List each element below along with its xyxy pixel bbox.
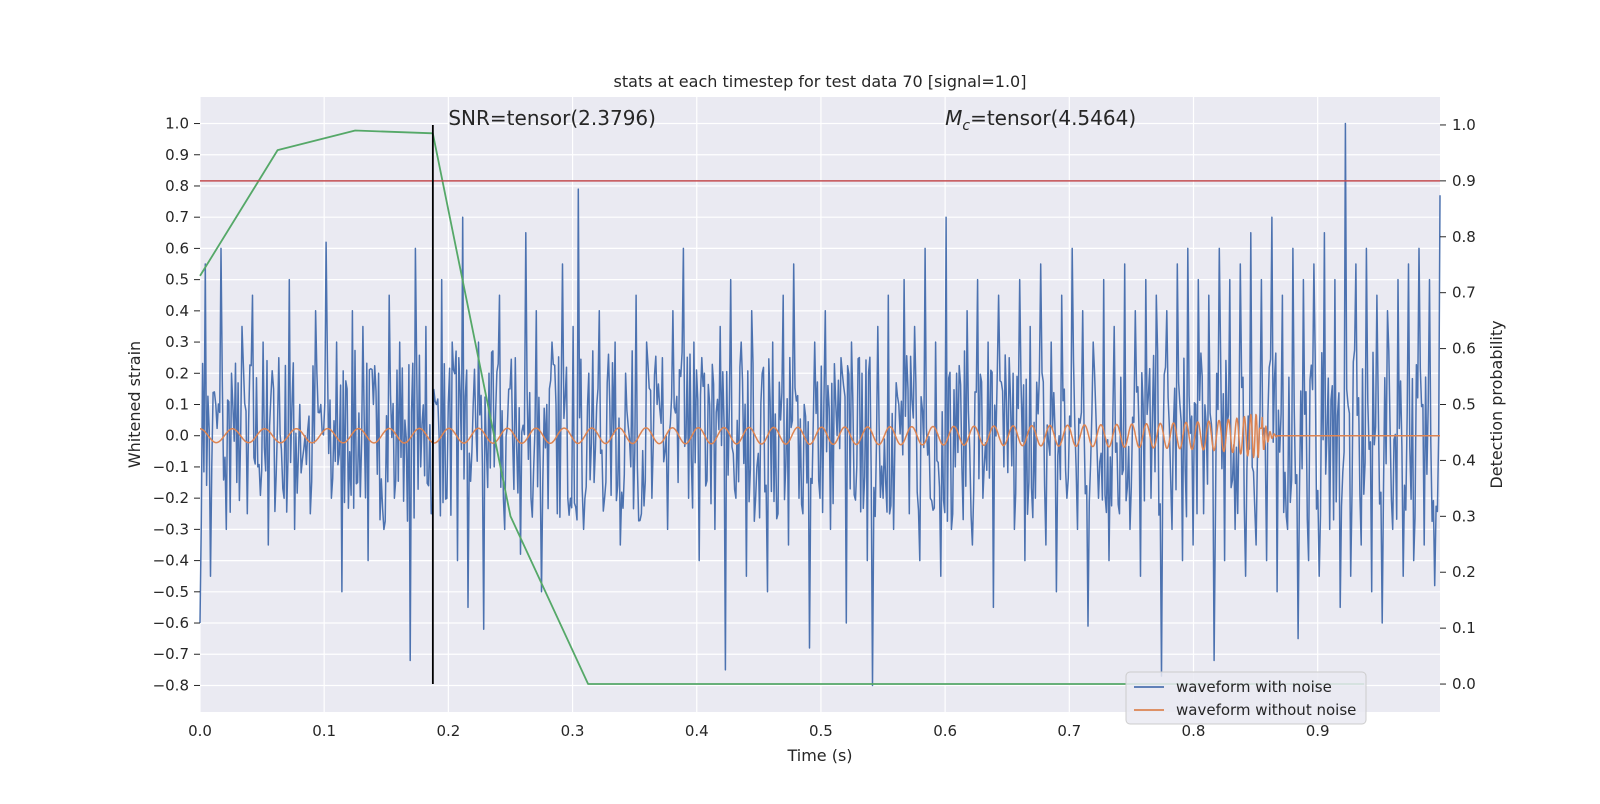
- series-waveform-without-noise: [199, 413, 1441, 459]
- y-right-tick-label: 0.1: [1452, 619, 1476, 637]
- y-left-tick-label: −0.1: [153, 458, 189, 476]
- y-right-tick-label: 0.3: [1452, 507, 1476, 525]
- x-tick-label: 0.2: [436, 722, 460, 740]
- y-right-tick-label: 0.8: [1452, 228, 1476, 246]
- x-tick-label: 0.3: [561, 722, 585, 740]
- y-left-tick-label: 0.4: [165, 302, 189, 320]
- x-tick-label: 0.0: [188, 722, 212, 740]
- y-left-tick-label: −0.3: [153, 520, 189, 538]
- chirp-mass-subscript: c: [962, 118, 970, 134]
- y-right-tick-label: 0.6: [1452, 340, 1476, 358]
- chirp-mass-symbol: M: [945, 106, 962, 130]
- y-right-tick-label: 1.0: [1452, 116, 1476, 134]
- x-tick-label: 0.8: [1182, 722, 1206, 740]
- y-left-tick-label: 0.8: [165, 177, 189, 195]
- y-axis-label-right: Detection probability: [1487, 320, 1506, 488]
- legend-entry-waveform-with-noise: waveform with noise: [1176, 678, 1332, 696]
- y-left-tick-label: 0.3: [165, 333, 189, 351]
- y-left-tick-label: −0.5: [153, 583, 189, 601]
- y-axis-label-left: Whitened strain: [125, 341, 144, 468]
- y-right-tick-label: 0.7: [1452, 284, 1476, 302]
- snr-annotation: SNR=tensor(2.3796): [448, 106, 656, 130]
- x-axis-label: Time (s): [786, 746, 852, 765]
- y-right-tick-label: 0.0: [1452, 675, 1476, 693]
- y-left-tick-label: 0.0: [165, 427, 189, 445]
- chart-title: stats at each timestep for test data 70 …: [614, 72, 1027, 91]
- y-left-tick-label: 0.9: [165, 146, 189, 164]
- legend: waveform with noise waveform without noi…: [1125, 671, 1367, 725]
- x-tick-label: 0.9: [1306, 722, 1330, 740]
- chirp-mass-value: =tensor(4.5464): [970, 106, 1136, 130]
- y-left-tick-label: 1.0: [165, 115, 189, 133]
- chirp-mass-annotation: Mc=tensor(4.5464): [945, 106, 1136, 134]
- y-left-tick-label: 0.2: [165, 364, 189, 382]
- y-left-tick-label: 0.1: [165, 396, 189, 414]
- y-right-tick-label: 0.9: [1452, 172, 1476, 190]
- y-left-tick-label: 0.5: [165, 271, 189, 289]
- x-tick-label: 0.6: [933, 722, 957, 740]
- reference-lines: [200, 124, 1440, 685]
- y-left-tick-label: 0.7: [165, 208, 189, 226]
- y-left-tick-label: −0.2: [153, 489, 189, 507]
- y-right-tick-label: 0.5: [1452, 396, 1476, 414]
- y-left-tick-label: −0.7: [153, 645, 189, 663]
- y-left-tick-label: −0.4: [153, 552, 189, 570]
- x-tick-label: 0.5: [809, 722, 833, 740]
- tick-labels: 0.0 0.1 0.2 0.3 0.4 0.5 0.6 0.7 0.8 0.9 1.0 0.9 0.8 0…: [153, 115, 1476, 740]
- legend-entry-waveform-without-noise: waveform without noise: [1176, 701, 1356, 719]
- y-left-tick-label: 0.6: [165, 239, 189, 257]
- x-tick-label: 0.7: [1057, 722, 1081, 740]
- x-tick-label: 0.1: [312, 722, 336, 740]
- y-right-tick-label: 0.2: [1452, 563, 1476, 581]
- y-left-tick-label: −0.6: [153, 614, 189, 632]
- series-waveform-with-noise: [199, 122, 1441, 687]
- legend-box: [1125, 671, 1367, 725]
- y-right-tick-label: 0.4: [1452, 451, 1476, 469]
- y-left-tick-label: −0.8: [153, 676, 189, 694]
- x-tick-label: 0.4: [685, 722, 709, 740]
